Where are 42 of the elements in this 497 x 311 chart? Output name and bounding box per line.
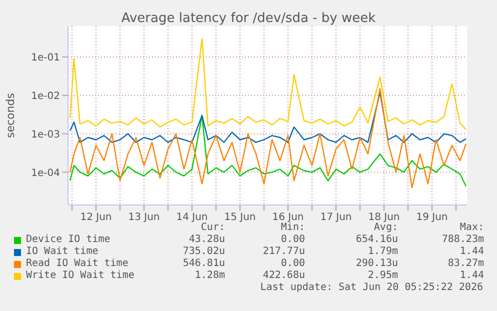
text: Avg:	[372, 222, 399, 233]
text: 1.28m	[194, 270, 225, 281]
legend-label: Read IO Wait time	[26, 258, 128, 269]
text: 2.95m	[366, 270, 398, 281]
y-tick-label: 1e-01	[31, 52, 60, 64]
y-axis-title: seconds	[4, 92, 17, 138]
legend-label: Write IO Wait time	[26, 270, 134, 281]
x-tick-label: 16 Jun	[272, 212, 304, 224]
text: 217.77u	[262, 246, 305, 257]
text: 735.02u	[182, 246, 225, 257]
chart-title: Average latency for /dev/sda - by week	[120, 11, 377, 26]
x-tick-label: 13 Jun	[128, 212, 160, 224]
text: 43.28u	[188, 234, 225, 245]
text: 546.81u	[182, 258, 225, 269]
text: 83.27m	[448, 258, 484, 269]
text: Last update: Sat Jun 20 05:25:22 2026	[260, 282, 483, 293]
text: Max:	[458, 222, 485, 233]
x-tick-label: 12 Jun	[80, 212, 112, 224]
line-series	[69, 88, 467, 188]
text: 1.44	[460, 246, 484, 257]
y-tick-label: 1e-03	[31, 129, 60, 140]
line-series	[69, 38, 467, 130]
x-tick-label: 15 Jun	[224, 212, 256, 224]
legend-label: IO Wait time	[26, 246, 98, 257]
text: 788.23m	[442, 234, 484, 245]
text: 0.00	[280, 234, 305, 245]
x-tick-label: 18 Jun	[368, 212, 400, 224]
x-tick-label: 14 Jun	[176, 212, 208, 224]
text: 0.00	[280, 258, 305, 269]
x-tick-label: 19 Jun	[416, 212, 448, 224]
text: 290.13u	[354, 258, 398, 269]
text: Cur:	[200, 222, 226, 233]
text: 654.16u	[354, 234, 398, 245]
y-tick-label: 1e-02	[31, 90, 60, 102]
text: 1.79m	[366, 246, 398, 257]
text: Min:	[280, 222, 306, 233]
text: 1.44	[460, 270, 484, 281]
y-tick-label: 1e-04	[31, 168, 60, 179]
legend-label: Device IO time	[26, 234, 110, 245]
x-tick-label: 17 Jun	[320, 212, 352, 224]
line-series	[69, 92, 467, 143]
text: 422.68u	[262, 270, 305, 281]
